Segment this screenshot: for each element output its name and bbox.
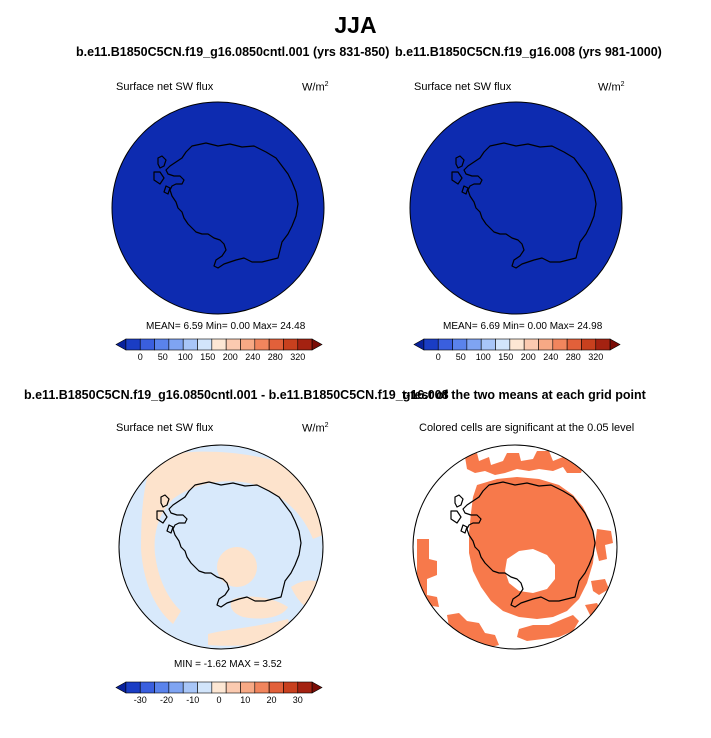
panel3-stats: MIN = -1.62 MAX = 3.52 bbox=[174, 659, 282, 670]
figure-title: JJA bbox=[334, 12, 377, 38]
panel1-title: b.e11.B1850C5CN.f19_g16.0850cntl.001 (yr… bbox=[76, 45, 390, 59]
colorbar-tick-label: 20 bbox=[267, 695, 277, 705]
panel1-variable: Surface net SW flux bbox=[116, 81, 214, 93]
colorbar-box bbox=[523, 338, 539, 351]
colorbar-lower-extension bbox=[413, 338, 425, 351]
colorbar-box bbox=[297, 681, 313, 694]
colorbar-box bbox=[211, 338, 227, 351]
colorbar-box bbox=[509, 338, 525, 351]
colorbar-tick-label: 100 bbox=[476, 352, 491, 362]
colorbar-tick-label: 100 bbox=[178, 352, 193, 362]
colorbar-box bbox=[495, 338, 511, 351]
panel3-variable: Surface net SW flux bbox=[116, 422, 214, 434]
colorbar-tick-label: 240 bbox=[245, 352, 260, 362]
colorbar-box bbox=[538, 338, 554, 351]
colorbar-box bbox=[552, 338, 568, 351]
panel3-map-border bbox=[118, 444, 324, 650]
colorbar-tick-label: 320 bbox=[290, 352, 305, 362]
colorbar-box bbox=[423, 338, 439, 351]
colorbar-box bbox=[240, 338, 256, 351]
colorbar-upper-extension bbox=[311, 338, 323, 351]
panel1-map bbox=[111, 101, 325, 315]
colorbar-box bbox=[154, 681, 170, 694]
colorbar-tick-label: 280 bbox=[268, 352, 283, 362]
colorbar-box bbox=[182, 338, 198, 351]
colorbar-box bbox=[168, 681, 184, 694]
colorbar-box bbox=[240, 681, 256, 694]
colorbar-box bbox=[297, 338, 313, 351]
colorbar-tick-label: 150 bbox=[200, 352, 215, 362]
panel3-colorbar: -30 -20 -10 0 10 20 30 bbox=[115, 681, 323, 705]
colorbar-box bbox=[466, 338, 482, 351]
panel2-ocean-field bbox=[410, 102, 622, 314]
panel1-colorbar: 0 50 100 150 200 240 280 320 bbox=[115, 338, 323, 362]
colorbar-box bbox=[566, 338, 582, 351]
panel4-map bbox=[412, 444, 618, 650]
panel2-variable: Surface net SW flux bbox=[414, 81, 512, 93]
colorbar-box bbox=[480, 338, 496, 351]
colorbar-box bbox=[254, 338, 270, 351]
colorbar-tick-label: 240 bbox=[543, 352, 558, 362]
colorbar-tick-label: 10 bbox=[240, 695, 250, 705]
colorbar-tick-label: 150 bbox=[498, 352, 513, 362]
colorbar-tick-label: 200 bbox=[521, 352, 536, 362]
colorbar-tick-label: -10 bbox=[186, 695, 199, 705]
colorbar-upper-extension bbox=[609, 338, 621, 351]
colorbar-tick-label: 50 bbox=[158, 352, 168, 362]
colorbar-box bbox=[225, 681, 241, 694]
colorbar-box bbox=[125, 338, 141, 351]
colorbar-box bbox=[125, 681, 141, 694]
colorbar-box bbox=[268, 338, 284, 351]
colorbar-tick-label: 320 bbox=[588, 352, 603, 362]
panel2-units: W/m2 bbox=[598, 81, 625, 94]
colorbar-box bbox=[437, 338, 453, 351]
colorbar-box bbox=[154, 338, 170, 351]
colorbar-box bbox=[211, 681, 227, 694]
panel2-map-border bbox=[409, 101, 623, 315]
colorbar-box bbox=[168, 338, 184, 351]
colorbar-tick-label: 200 bbox=[223, 352, 238, 362]
colorbar-tick-label: 0 bbox=[436, 352, 441, 362]
colorbar-tick-label: 0 bbox=[138, 352, 143, 362]
panel3-units: W/m2 bbox=[302, 422, 329, 435]
colorbar-lower-extension bbox=[115, 681, 127, 694]
panel1-stats: MEAN= 6.59 Min= 0.00 Max= 24.48 bbox=[146, 321, 306, 332]
panel4-map-border bbox=[412, 444, 618, 650]
colorbar-box bbox=[581, 338, 597, 351]
colorbar-box bbox=[197, 338, 213, 351]
panel1-ocean-field bbox=[112, 102, 324, 314]
colorbar-box bbox=[595, 338, 611, 351]
colorbar-box bbox=[283, 681, 299, 694]
colorbar-box bbox=[182, 681, 198, 694]
colorbar-upper-extension bbox=[311, 681, 323, 694]
colorbar-box bbox=[254, 681, 270, 694]
colorbar-tick-label: 280 bbox=[566, 352, 581, 362]
colorbar-box bbox=[197, 681, 213, 694]
colorbar-box bbox=[268, 681, 284, 694]
panel1-units: W/m2 bbox=[302, 81, 329, 94]
panel2-colorbar: 0 50 100 150 200 240 280 320 bbox=[413, 338, 621, 362]
panel4-significant-cells bbox=[417, 451, 613, 649]
panel2-title: b.e11.B1850C5CN.f19_g16.008 (yrs 981-100… bbox=[395, 45, 662, 59]
colorbar-box bbox=[283, 338, 299, 351]
colorbar-box bbox=[139, 681, 155, 694]
panel4-title: t-test of the two means at each grid poi… bbox=[402, 388, 646, 402]
colorbar-tick-label: -20 bbox=[160, 695, 173, 705]
colorbar-tick-label: 30 bbox=[293, 695, 303, 705]
colorbar-tick-label: -30 bbox=[134, 695, 147, 705]
panel3-title: b.e11.B1850C5CN.f19_g16.0850cntl.001 - b… bbox=[24, 388, 449, 402]
colorbar-tick-label: 50 bbox=[456, 352, 466, 362]
colorbar-lower-extension bbox=[115, 338, 127, 351]
panel4-annotation: Colored cells are significant at the 0.0… bbox=[419, 422, 635, 434]
panel1-map-border bbox=[111, 101, 325, 315]
colorbar-box bbox=[139, 338, 155, 351]
panel2-map bbox=[409, 101, 623, 315]
colorbar-box bbox=[225, 338, 241, 351]
colorbar-box bbox=[452, 338, 468, 351]
colorbar-tick-label: 0 bbox=[216, 695, 221, 705]
panel2-stats: MEAN= 6.69 Min= 0.00 Max= 24.98 bbox=[443, 321, 603, 332]
panel3-map bbox=[118, 444, 324, 650]
